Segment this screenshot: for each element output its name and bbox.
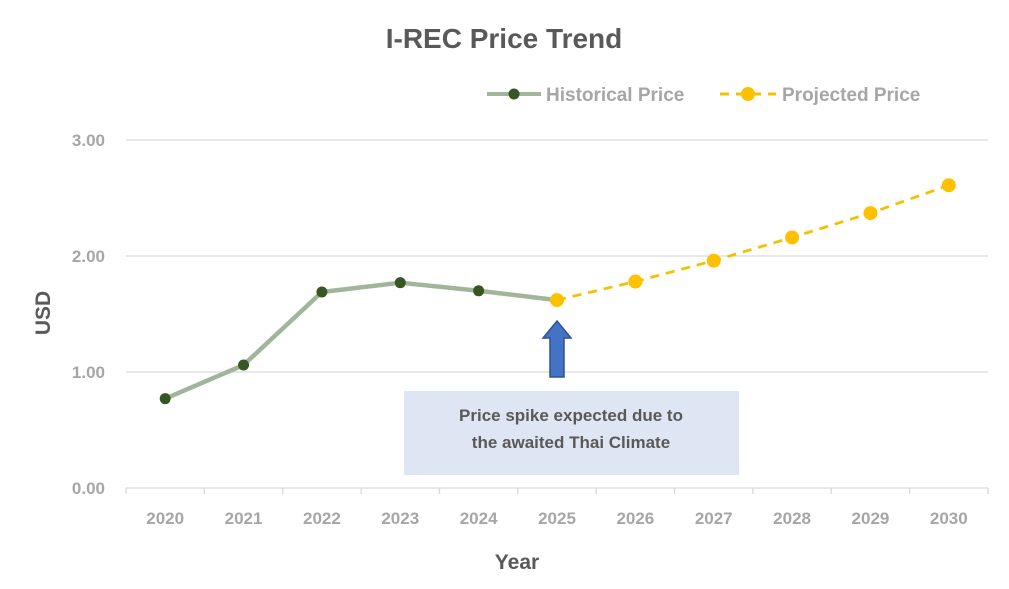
y-tick-label: 1.00: [72, 363, 105, 382]
x-tick-label: 2030: [930, 509, 968, 528]
historical-price-point: [159, 393, 171, 405]
projected-price-point: [785, 230, 800, 245]
x-tick-label: 2024: [460, 509, 498, 528]
legend-historical-marker: [508, 88, 520, 100]
annotation-box: [404, 391, 739, 475]
y-tick-label: 3.00: [72, 131, 105, 150]
x-tick-label: 2028: [773, 509, 811, 528]
legend-projected-marker: [741, 87, 755, 101]
x-tick-label: 2025: [538, 509, 576, 528]
annotation: Price spike expected due to the awaited …: [404, 319, 739, 475]
x-tick-label: 2021: [225, 509, 263, 528]
projected-price-point: [628, 274, 643, 289]
y-tick-label: 0.00: [72, 479, 105, 498]
series-layer: [159, 178, 956, 405]
y-axis-title: USD: [32, 291, 55, 335]
historical-price-point: [473, 285, 485, 297]
annotation-line-1: Price spike expected due to: [459, 406, 683, 425]
annotation-arrow-icon: [541, 319, 573, 378]
x-axis: 2020 2021 2022 2023 2024 2025 2026 2027 2028 2029…: [125, 487, 989, 528]
historical-price-point: [316, 286, 328, 298]
projected-price-point: [706, 253, 721, 268]
projected-price-point: [941, 178, 956, 193]
x-tick-label: 2020: [146, 509, 184, 528]
x-axis-title: Year: [495, 551, 539, 574]
x-tick-label: 2027: [695, 509, 733, 528]
y-tick-label: 2.00: [72, 247, 105, 266]
x-tick-label: 2022: [303, 509, 341, 528]
chart-title: I-REC Price Trend: [386, 23, 623, 54]
projected-price-line: [556, 183, 950, 302]
x-tick-label: 2029: [852, 509, 890, 528]
legend-projected-label: Projected Price: [782, 85, 920, 106]
legend-historical-label: Historical Price: [546, 85, 684, 106]
y-axis-ticks: 0.00 1.00 2.00 3.00: [72, 131, 105, 498]
x-tick-label: 2026: [616, 509, 654, 528]
annotation-line-2: the awaited Thai Climate: [472, 433, 670, 452]
projected-price-point: [550, 293, 564, 308]
legend: Historical Price Projected Price: [487, 85, 920, 106]
x-tick-label: 2023: [381, 509, 419, 528]
historical-price-point: [394, 277, 406, 289]
historical-price-line: [164, 280, 558, 401]
historical-price-point: [238, 359, 250, 371]
projected-price-point: [863, 206, 878, 221]
